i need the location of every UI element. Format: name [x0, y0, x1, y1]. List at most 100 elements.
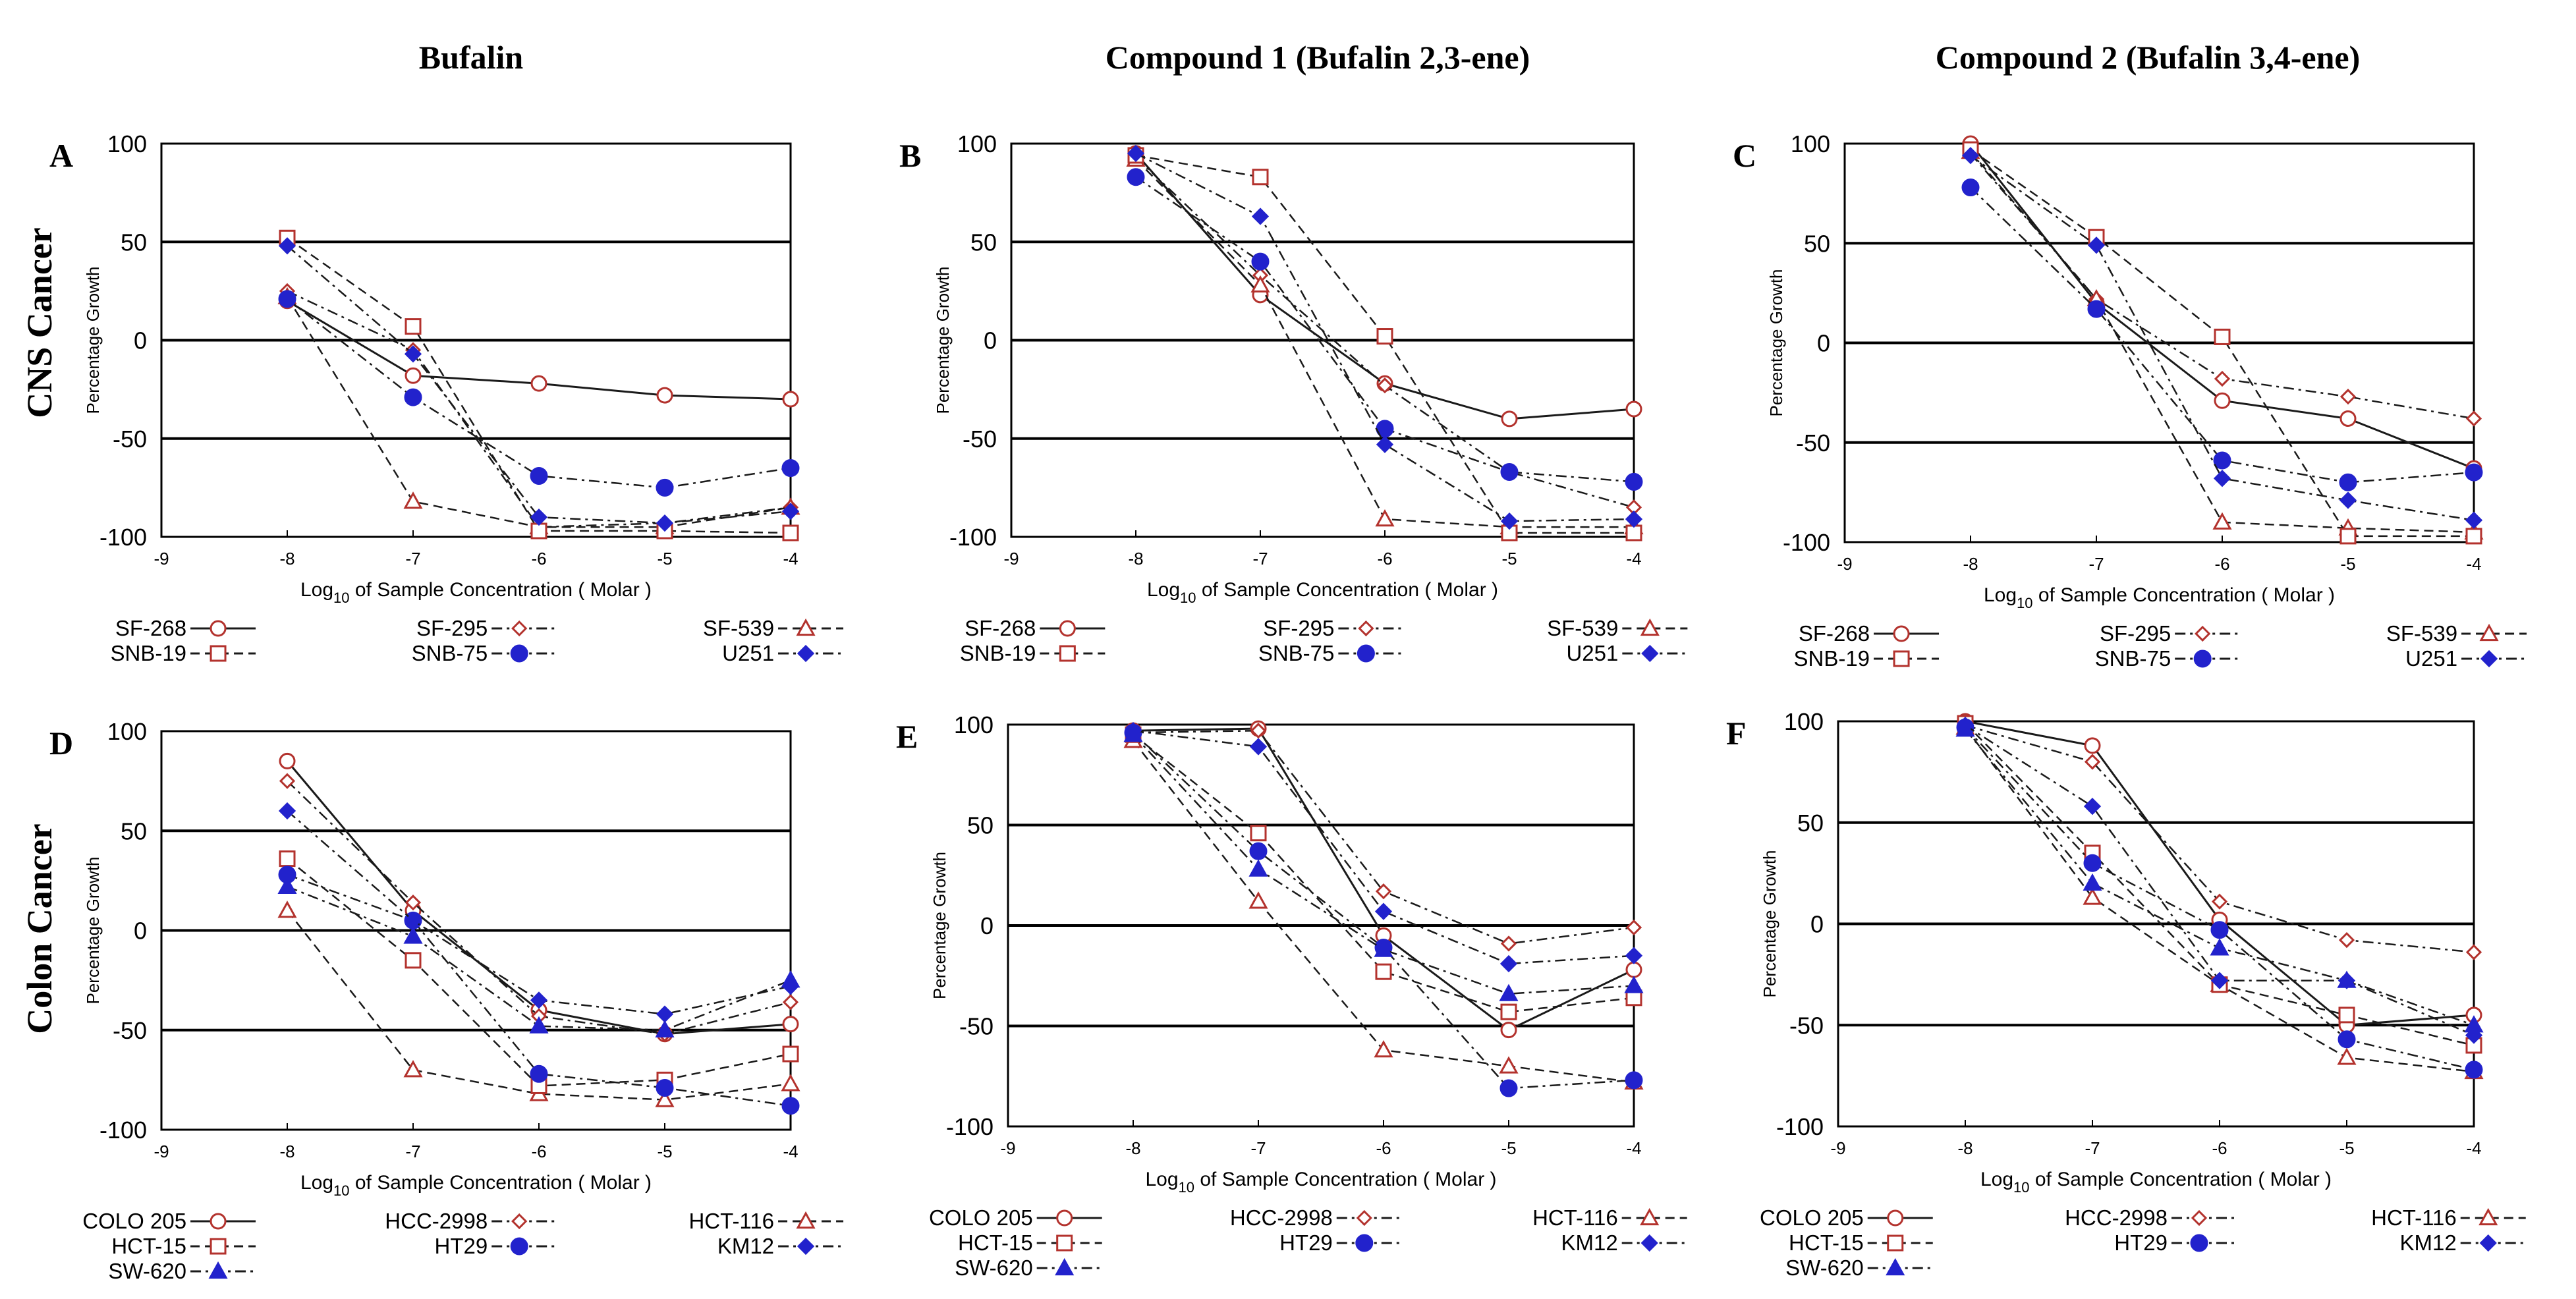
data-point [1127, 144, 1145, 163]
y-tick-label: 50 [970, 229, 997, 256]
x-axis-label-subscript: 10 [1180, 590, 1196, 606]
legend-marker [1059, 645, 1076, 662]
data-point [1625, 1071, 1643, 1090]
data-point [405, 367, 422, 384]
legend-label: SNB-19 [960, 641, 1036, 665]
legend-item: HCC-2998 [2065, 1205, 2237, 1230]
data-point [1501, 410, 1518, 428]
legend-item: KM12 [717, 1234, 844, 1258]
data-point [2465, 463, 2483, 482]
series-sw-620 [277, 876, 800, 1037]
data-point [1375, 963, 1392, 980]
legend-marker [1055, 1258, 1075, 1276]
series-sf-539 [277, 287, 800, 535]
y-tick-label: 0 [134, 327, 147, 354]
legend-marker [1887, 1209, 1904, 1227]
y-tick-label: 0 [1817, 330, 1830, 357]
panel-label: F [1726, 715, 1747, 752]
data-point [1376, 435, 1394, 453]
legend-marker [511, 1213, 528, 1230]
y-tick-label: 0 [1810, 911, 1824, 938]
legend-label: COLO 205 [929, 1205, 1033, 1230]
x-tick-label: -6 [1376, 1138, 1391, 1158]
series-line [1133, 734, 1635, 1013]
series-line [287, 858, 791, 1087]
x-tick-label: -9 [1830, 1138, 1845, 1158]
legend-marker [1640, 1207, 1660, 1226]
legend-marker [1358, 620, 1374, 637]
data-point [2465, 528, 2482, 545]
y-axis-label: Percentage Growth [1760, 850, 1779, 997]
legend-marker [210, 620, 227, 637]
legend-label: SF-295 [416, 616, 488, 640]
data-point [1500, 512, 1519, 530]
legend-label: COLO 205 [82, 1209, 186, 1233]
y-tick-label: -100 [949, 524, 997, 551]
x-axis-label-log: Log [1147, 579, 1180, 601]
legend: SF-268 SF-295 SF-539 SNB-19 SNB-75 U251 [960, 616, 1688, 665]
series-line [1133, 734, 1635, 995]
data-point [782, 1045, 799, 1063]
legend-marker [2193, 650, 2212, 668]
y-axis-label: Percentage Growth [1766, 269, 1786, 416]
data-point [1500, 462, 1519, 481]
series-sw-620 [1955, 719, 2484, 1033]
x-tick-label: -8 [1128, 549, 1143, 568]
legend-item: COLO 205 [1760, 1205, 1933, 1230]
panel-label: D [49, 725, 73, 761]
data-point [404, 345, 422, 363]
x-axis-label-rest: of Sample Concentration ( Molar ) [1194, 1169, 1497, 1190]
legend-item: SF-268 [1799, 621, 1940, 646]
panel-label: E [896, 718, 918, 755]
legend-item: SF-268 [965, 616, 1106, 640]
legend-label: KM12 [1561, 1230, 1617, 1255]
legend-label: HT29 [434, 1234, 488, 1258]
legend-label: U251 [2405, 646, 2457, 671]
data-point [1374, 1040, 1393, 1058]
data-point [2339, 473, 2357, 491]
y-axis-label: Percentage Growth [83, 266, 103, 414]
data-point [2084, 754, 2101, 770]
x-tick-label: -8 [279, 549, 294, 568]
series-colo-205 [1957, 713, 2482, 1034]
data-point [530, 466, 548, 485]
legend-label: HCT-116 [688, 1209, 774, 1233]
data-point [2214, 370, 2231, 387]
x-tick-label: -7 [1250, 1138, 1266, 1158]
legend-marker [1886, 1258, 1905, 1276]
series-line [286, 296, 791, 528]
x-axis-label-log: Log [1984, 584, 2017, 606]
data-point [782, 524, 799, 541]
y-tick-label: -50 [963, 426, 997, 453]
legend-marker [1357, 644, 1375, 663]
data-point [1249, 842, 1268, 860]
data-point [2083, 873, 2102, 891]
data-point [1374, 939, 1393, 957]
legend-item: SW-620 [955, 1256, 1102, 1280]
legend-marker [1887, 1234, 1904, 1252]
x-axis-label-log: Log [300, 579, 333, 601]
legend-marker [1356, 1209, 1372, 1227]
x-axis-label-log: Log [1980, 1169, 2013, 1190]
legend-marker [1355, 1234, 1374, 1252]
data-point [278, 290, 296, 308]
data-point [1250, 825, 1267, 842]
data-point [1375, 883, 1392, 900]
legend-marker [511, 620, 528, 637]
y-tick-label: 100 [1784, 708, 1824, 735]
series-hct-15 [279, 850, 799, 1094]
y-tick-label: 50 [1797, 810, 1824, 837]
panel-c: C 100 50 0 -50 -100 -9 -8 -7 -6 -5 -4 Log10 of Sampl… [1733, 130, 2527, 671]
legend-item: SF-268 [115, 616, 256, 640]
data-point [1625, 472, 1643, 491]
legend-label: U251 [1566, 641, 1618, 665]
series-km12 [278, 802, 800, 1023]
legend-marker [2195, 625, 2211, 642]
data-point [2465, 410, 2482, 427]
series-line [287, 885, 791, 1032]
legend-marker [510, 1237, 528, 1256]
legend-label: SF-539 [2386, 621, 2457, 646]
series-snb-75 [278, 290, 800, 497]
x-tick-label: -7 [2088, 554, 2104, 574]
legend-label: SNB-19 [1793, 646, 1870, 671]
